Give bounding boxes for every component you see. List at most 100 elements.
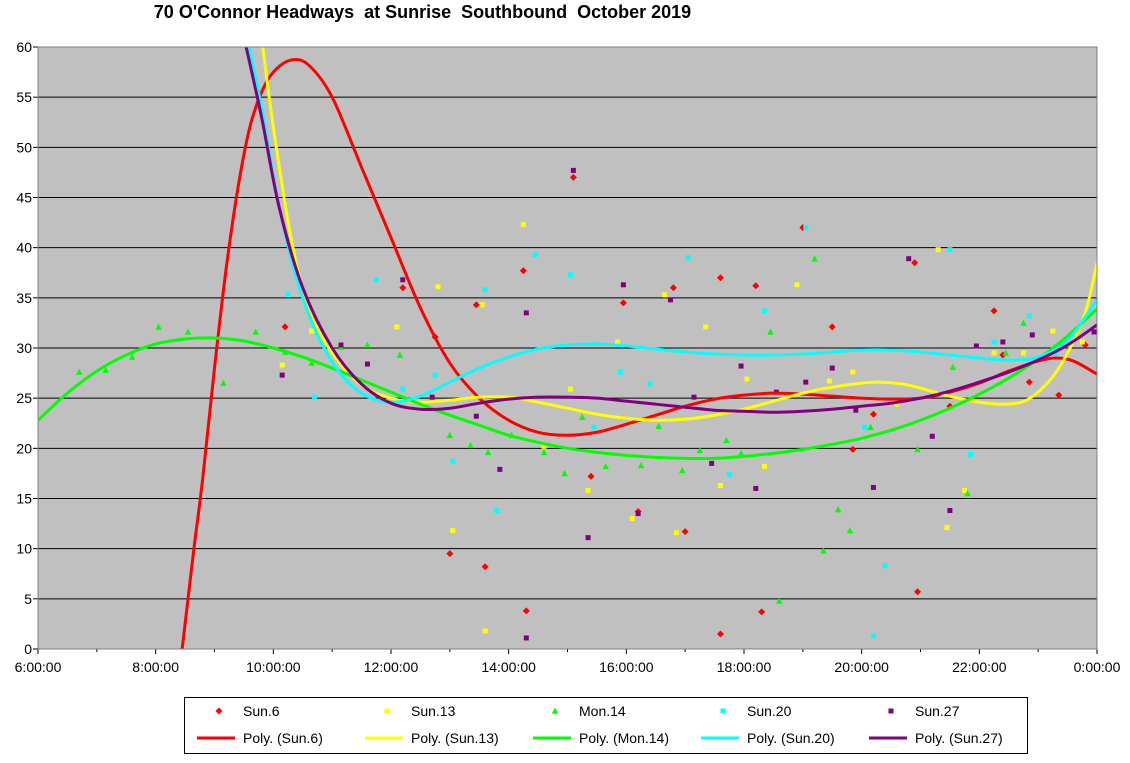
data-point-sun-27 [338, 342, 344, 348]
data-point-sun-6 [281, 323, 289, 331]
data-point-mon-14 [914, 445, 921, 453]
data-point-sun-27 [364, 361, 370, 367]
legend-label: Poly. (Mon.14) [579, 730, 669, 746]
data-point-mon-14 [767, 328, 774, 335]
data-point-sun-13 [394, 324, 400, 330]
data-point-sun-13 [479, 302, 485, 308]
data-point-sun-13 [673, 530, 679, 536]
legend-item: Poly. (Sun.13) [363, 726, 499, 750]
data-point-sun-27 [523, 635, 529, 641]
data-point-sun-20 [862, 424, 868, 430]
data-point-mon-14 [467, 441, 474, 449]
legend-item: Sun.6 [195, 699, 280, 723]
data-point-mon-14 [184, 328, 192, 335]
data-point-sun-27 [973, 343, 979, 349]
data-point-sun-27 [829, 365, 835, 371]
legend-item: Mon.14 [531, 699, 626, 723]
trendlines [38, 47, 1097, 649]
data-point-sun-13 [520, 222, 526, 228]
data-point-sun-6 [446, 550, 454, 558]
data-point-sun-6 [681, 528, 689, 536]
data-point-sun-6 [481, 563, 489, 571]
legend-line-swatch [869, 736, 907, 740]
legend-item: Poly. (Sun.20) [699, 726, 835, 750]
data-point-sun-27 [635, 511, 641, 517]
data-point-sun-20 [494, 508, 500, 514]
data-point-mon-14 [723, 436, 730, 444]
data-point-sun-6 [914, 588, 922, 596]
data-point-sun-27 [279, 372, 285, 378]
x-tick-label: 20:00:00 [834, 659, 889, 675]
legend-item: Poly. (Sun.6) [195, 726, 323, 750]
data-point-sun-13 [585, 487, 591, 493]
x-tick-label: 6:00:00 [15, 659, 62, 675]
data-point-sun-27 [620, 282, 626, 288]
data-point-sun-20 [870, 633, 876, 639]
data-point-sun-20 [647, 381, 653, 387]
data-point-sun-20 [617, 369, 623, 375]
y-tick-label: 40 [16, 240, 32, 256]
data-point-sun-6 [399, 284, 407, 292]
data-point-sun-27 [497, 466, 503, 472]
data-point-sun-6 [990, 307, 998, 315]
x-tick-label: 14:00:00 [481, 659, 536, 675]
data-point-sun-13 [567, 386, 573, 392]
y-tick-label: 0 [24, 641, 32, 657]
data-point-sun-27 [906, 256, 912, 262]
y-tick-label: 15 [16, 491, 32, 507]
data-point-sun-27 [400, 277, 406, 283]
data-point-mon-14 [776, 597, 783, 604]
y-tick-label: 10 [16, 541, 32, 557]
legend-item: Sun.27 [867, 699, 959, 723]
data-point-sun-6 [828, 323, 836, 331]
data-point-sun-6 [472, 301, 480, 309]
data-point-sun-27 [570, 167, 576, 173]
data-point-sun-6 [716, 630, 724, 638]
data-point-sun-27 [1091, 329, 1097, 335]
data-point-sun-13 [450, 528, 456, 534]
data-point-sun-6 [1025, 378, 1033, 386]
data-point-sun-13 [1050, 328, 1056, 334]
y-tick-label: 45 [16, 190, 32, 206]
data-point-sun-27 [738, 363, 744, 369]
data-point-sun-20 [882, 563, 888, 569]
data-point-mon-14 [867, 423, 874, 431]
data-point-sun-20 [400, 386, 406, 392]
data-point-sun-6 [758, 608, 766, 616]
data-point-sun-13 [717, 482, 723, 488]
gridlines [38, 46, 1097, 600]
data-point-sun-13 [309, 328, 315, 334]
y-tick-label: 60 [16, 39, 32, 55]
legend-label: Sun.20 [747, 703, 792, 719]
data-point-sun-13 [662, 292, 668, 298]
data-point-mon-14 [561, 469, 568, 477]
y-tick-label: 5 [24, 591, 32, 607]
legend-item: Sun.13 [363, 699, 455, 723]
data-point-mon-14 [364, 341, 371, 348]
legend-label: Sun.6 [243, 703, 280, 719]
legend-label: Mon.14 [579, 703, 626, 719]
data-point-mon-14 [540, 448, 548, 456]
data-point-sun-13 [629, 516, 635, 522]
data-point-sun-13 [744, 376, 750, 382]
data-point-sun-13 [991, 350, 997, 356]
data-point-sun-20 [532, 252, 538, 258]
data-point-sun-27 [585, 535, 591, 541]
y-tick-label: 55 [16, 89, 32, 105]
data-point-sun-13 [894, 401, 900, 407]
data-point-mon-14 [637, 461, 645, 469]
data-point-sun-13 [435, 284, 441, 290]
x-tick-label: 16:00:00 [599, 659, 654, 675]
data-point-sun-27 [929, 433, 935, 439]
data-point-mon-14 [737, 449, 745, 457]
data-point-sun-13 [1079, 339, 1085, 345]
data-point-mon-14 [602, 462, 609, 470]
data-point-sun-6 [911, 259, 919, 267]
data-point-sun-13 [279, 362, 285, 368]
x-tick-label: 18:00:00 [717, 659, 772, 675]
data-point-sun-6 [716, 274, 724, 282]
data-point-sun-27 [753, 485, 759, 491]
plot-border [37, 46, 1098, 650]
data-point-mon-14 [128, 353, 136, 360]
data-point-mon-14 [155, 323, 162, 330]
